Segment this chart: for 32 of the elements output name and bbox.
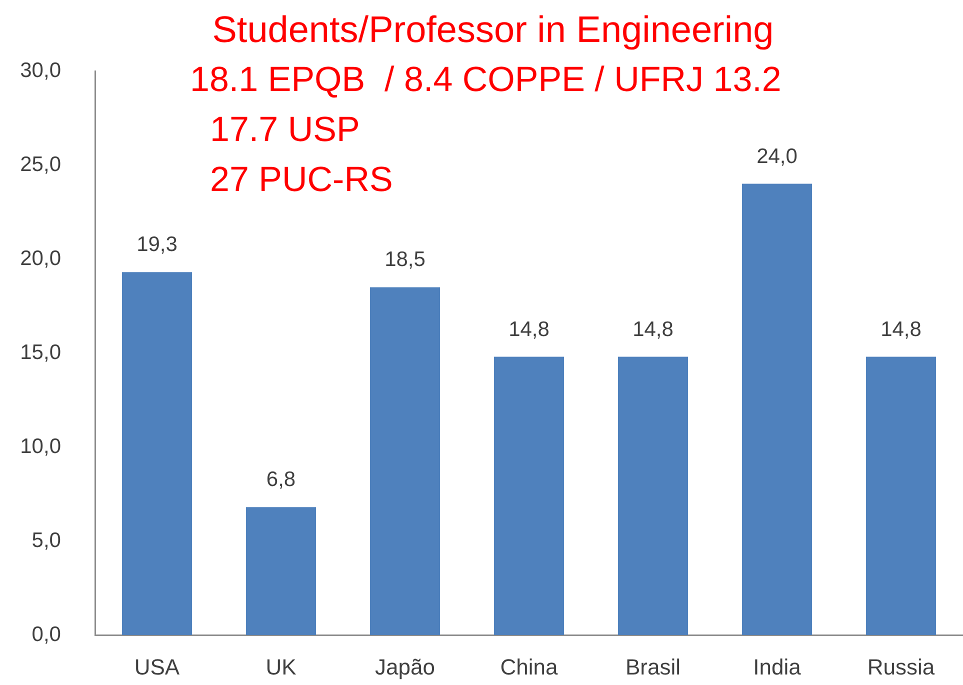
bar — [246, 507, 316, 635]
data-label: 19,3 — [136, 233, 178, 256]
x-tick-label: China — [500, 654, 559, 680]
data-label: 14,8 — [880, 318, 922, 341]
x-tick-label: Japão — [375, 654, 435, 680]
y-tick-label: 5,0 — [32, 528, 61, 552]
bar — [742, 184, 812, 635]
x-tick-label: Brasil — [625, 654, 681, 680]
x-tick-label: Russia — [867, 654, 936, 680]
x-tick-label: UK — [266, 654, 297, 680]
y-tick-label: 20,0 — [20, 246, 61, 270]
y-tick-label: 25,0 — [20, 152, 61, 176]
y-tick-label: 15,0 — [20, 340, 61, 364]
bar — [494, 356, 564, 635]
annotation: 17.7 USP — [210, 109, 360, 151]
bar — [122, 272, 192, 635]
y-tick-label: 10,0 — [20, 434, 61, 458]
chart-title: Students/Professor in Engineering — [212, 8, 774, 52]
bar — [866, 356, 936, 635]
bar — [618, 356, 688, 635]
data-label: 24,0 — [756, 144, 798, 168]
x-tick-label: USA — [134, 654, 180, 680]
data-label: 18,5 — [384, 248, 426, 272]
annotation: 27 PUC-RS — [210, 159, 393, 201]
y-tick-label: 30,0 — [20, 58, 61, 82]
data-label: 14,8 — [632, 318, 674, 341]
y-tick-label: 0,0 — [32, 622, 61, 646]
data-label: 14,8 — [508, 318, 550, 341]
bar — [370, 287, 440, 635]
x-tick-label: India — [753, 654, 802, 680]
data-label: 6,8 — [266, 468, 296, 492]
annotation: 18.1 EPQB / 8.4 COPPE / UFRJ 13.2 — [190, 59, 782, 101]
